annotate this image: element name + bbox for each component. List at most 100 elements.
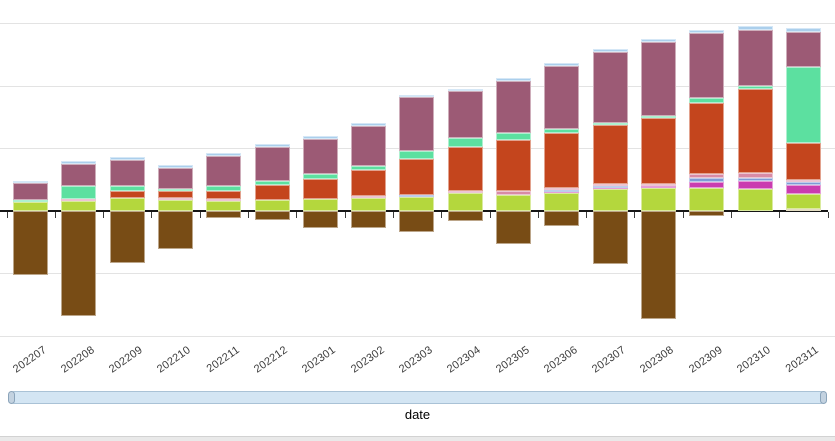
bar-segment-brown[interactable] xyxy=(496,210,531,244)
bar-segment-mauve[interactable] xyxy=(785,31,821,67)
bar-segment-brown[interactable] xyxy=(544,210,580,226)
bar-segment-rose[interactable] xyxy=(496,190,531,195)
bar-segment-brown[interactable] xyxy=(302,210,338,228)
bar-segment-sky-cap[interactable] xyxy=(351,122,387,126)
bar-segment-mint[interactable] xyxy=(496,132,531,140)
bar-segment-lime[interactable] xyxy=(13,201,48,211)
bar-segment-sky-cap[interactable] xyxy=(785,27,821,32)
bar-segment-red-orange[interactable] xyxy=(447,146,483,191)
bar-segment-rose[interactable] xyxy=(689,173,725,178)
bar-segment-magenta[interactable] xyxy=(689,181,725,188)
bar-segment-lime[interactable] xyxy=(254,199,290,211)
bar-segment-sky-cap[interactable] xyxy=(254,143,290,147)
bar-segment-lime[interactable] xyxy=(737,188,773,211)
bar-segment-rose[interactable] xyxy=(785,179,821,182)
bar-segment-red-orange[interactable] xyxy=(302,178,338,199)
bar-segment-mauve[interactable] xyxy=(109,159,145,186)
bar-segment-lime[interactable] xyxy=(592,188,628,211)
bar-segment-mauve[interactable] xyxy=(157,167,193,189)
bar-segment-mauve[interactable] xyxy=(206,155,242,186)
bar-segment-red-orange[interactable] xyxy=(785,142,821,180)
bar-segment-brown[interactable] xyxy=(640,210,676,319)
bar-segment-mauve[interactable] xyxy=(254,146,290,181)
bar-segment-magenta[interactable] xyxy=(640,185,676,188)
scrollbar-left-handle[interactable] xyxy=(8,391,15,404)
bar-segment-mauve[interactable] xyxy=(351,125,387,166)
bar-segment-red-orange[interactable] xyxy=(737,88,773,173)
bar-segment-periwinkle[interactable] xyxy=(592,185,628,188)
bar-segment-periwinkle[interactable] xyxy=(689,177,725,182)
bar-segment-mint[interactable] xyxy=(592,122,628,125)
bar-segment-brown[interactable] xyxy=(592,210,628,264)
bar-segment-red-orange[interactable] xyxy=(254,184,290,200)
bar-segment-mint[interactable] xyxy=(254,180,290,185)
bar-segment-mauve[interactable] xyxy=(544,65,580,129)
bar-segment-mauve[interactable] xyxy=(737,29,773,86)
bar-segment-rose[interactable] xyxy=(447,190,483,193)
bar-segment-lime[interactable] xyxy=(206,200,242,211)
bar-segment-lime[interactable] xyxy=(157,199,193,211)
bar-segment-brown[interactable] xyxy=(61,210,97,316)
bar-segment-mint[interactable] xyxy=(544,128,580,133)
bar-segment-sky-cap[interactable] xyxy=(206,152,242,156)
bar-segment-mint[interactable] xyxy=(206,185,242,191)
bar-segment-lime[interactable] xyxy=(302,198,338,211)
bar-segment-lime[interactable] xyxy=(61,200,97,211)
bar-segment-sky-cap[interactable] xyxy=(689,29,725,33)
bar-segment-rose[interactable] xyxy=(737,172,773,178)
bar-segment-sky-cap[interactable] xyxy=(447,88,483,91)
bar-segment-sky-cap[interactable] xyxy=(157,164,193,168)
bar-segment-rose[interactable] xyxy=(544,187,580,190)
bar-segment-rose[interactable] xyxy=(640,183,676,186)
bar-segment-red-orange[interactable] xyxy=(496,139,531,191)
bar-segment-rose[interactable] xyxy=(61,198,97,201)
bar-segment-brown[interactable] xyxy=(206,210,242,218)
bar-segment-mint[interactable] xyxy=(689,97,725,103)
bar-segment-red-orange[interactable] xyxy=(399,158,435,195)
bar-segment-red-orange[interactable] xyxy=(109,190,145,198)
bar-segment-mauve[interactable] xyxy=(689,32,725,98)
bar-segment-lime[interactable] xyxy=(109,197,145,211)
bar-segment-sky-cap[interactable] xyxy=(109,156,145,160)
bar-segment-periwinkle[interactable] xyxy=(544,189,580,192)
bar-segment-sky-cap[interactable] xyxy=(592,48,628,52)
bar-segment-magenta[interactable] xyxy=(785,184,821,194)
bar-segment-mauve[interactable] xyxy=(592,51,628,123)
bar-segment-lime[interactable] xyxy=(496,194,531,211)
bar-segment-sky-cap[interactable] xyxy=(302,135,338,139)
bar-segment-mint[interactable] xyxy=(157,188,193,191)
bar-segment-lime[interactable] xyxy=(785,193,821,209)
bar-segment-brown[interactable] xyxy=(447,210,483,221)
bar-segment-brown[interactable] xyxy=(13,210,48,275)
bar-segment-red-orange[interactable] xyxy=(544,132,580,188)
bar-segment-mint[interactable] xyxy=(399,150,435,159)
bar-segment-mauve[interactable] xyxy=(399,96,435,151)
bar-segment-red-orange[interactable] xyxy=(592,124,628,184)
scrollbar-right-handle[interactable] xyxy=(820,391,827,404)
bar-segment-mauve[interactable] xyxy=(302,138,338,174)
bar-segment-lime[interactable] xyxy=(447,192,483,211)
bar-segment-mint[interactable] xyxy=(109,185,145,191)
bar-segment-periwinkle[interactable] xyxy=(737,177,773,181)
bar-segment-sky-cap[interactable] xyxy=(737,25,773,30)
bar-segment-red-orange[interactable] xyxy=(351,169,387,196)
bar-segment-brown[interactable] xyxy=(157,210,193,249)
bar-segment-brown[interactable] xyxy=(351,210,387,228)
bar-segment-mauve[interactable] xyxy=(13,182,48,200)
bar-segment-brown[interactable] xyxy=(689,210,725,216)
bar-segment-mauve[interactable] xyxy=(61,163,97,186)
bar-segment-brown[interactable] xyxy=(254,210,290,220)
bar-segment-mauve[interactable] xyxy=(496,80,531,133)
bar-segment-tan[interactable] xyxy=(785,208,821,211)
bar-segment-mint[interactable] xyxy=(13,199,48,202)
bar-segment-brown[interactable] xyxy=(109,210,145,263)
date-scrollbar[interactable] xyxy=(8,391,827,404)
bar-segment-sky-cap[interactable] xyxy=(13,180,48,183)
bar-segment-periwinkle[interactable] xyxy=(399,194,435,197)
bar-segment-mint[interactable] xyxy=(351,165,387,170)
bar-segment-sky-cap[interactable] xyxy=(544,62,580,66)
bar-segment-rose[interactable] xyxy=(592,183,628,186)
bar-segment-mauve[interactable] xyxy=(640,41,676,116)
bar-segment-periwinkle[interactable] xyxy=(785,181,821,185)
bar-segment-red-orange[interactable] xyxy=(206,190,242,199)
